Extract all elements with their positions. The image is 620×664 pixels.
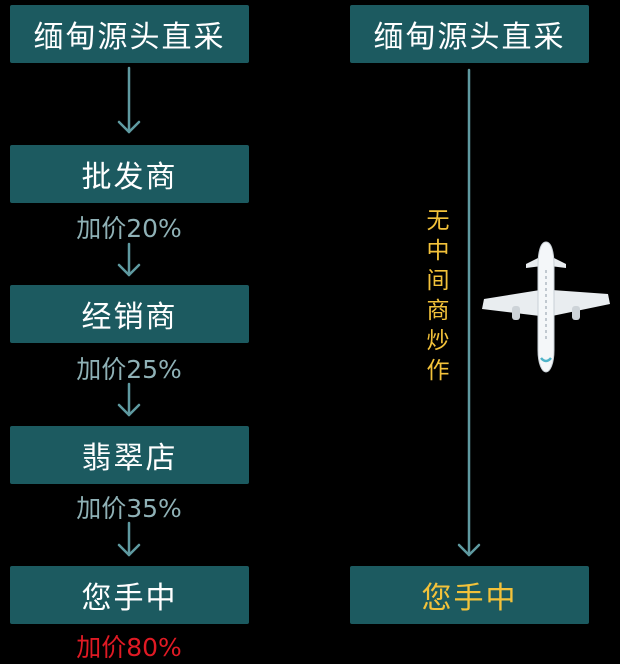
arrow-store-to-you <box>117 521 141 557</box>
distributor-box: 经销商 <box>10 285 249 343</box>
right-source-box: 缅甸源头直采 <box>350 5 589 63</box>
middle-char: 作 <box>426 358 450 384</box>
distributor-label: 经销商 <box>81 300 178 335</box>
left-source-label: 缅甸源头直采 <box>33 20 226 55</box>
middle-char: 中 <box>426 238 450 264</box>
airplane-icon <box>482 241 610 373</box>
middle-char: 商 <box>426 298 450 324</box>
markup-20: 加价20% <box>76 214 182 243</box>
middle-char: 无 <box>426 208 450 234</box>
right-destination-label: 您手中 <box>421 581 518 616</box>
left-destination-label: 您手中 <box>81 581 178 616</box>
no-middleman-text: 无 中 间 商 炒 作 <box>418 206 458 386</box>
right-destination-box: 您手中 <box>350 566 589 624</box>
left-source-box: 缅甸源头直采 <box>10 5 249 63</box>
store-label: 翡翠店 <box>81 441 178 476</box>
markup-25: 加价25% <box>76 355 182 384</box>
wholesaler-label: 批发商 <box>81 160 178 195</box>
left-destination-box: 您手中 <box>10 566 249 624</box>
right-source-label: 缅甸源头直采 <box>373 20 566 55</box>
store-box: 翡翠店 <box>10 426 249 484</box>
wholesaler-box: 批发商 <box>10 145 249 203</box>
arrow-source-to-wholesaler <box>117 66 141 134</box>
arrow-direct <box>457 68 481 557</box>
markup-35: 加价35% <box>76 494 182 523</box>
middle-char: 间 <box>426 268 450 294</box>
middle-char: 炒 <box>426 328 450 354</box>
markup-total-80: 加价80% <box>76 633 182 662</box>
arrow-wholesaler-to-distributor <box>117 242 141 277</box>
arrow-distributor-to-store <box>117 382 141 417</box>
